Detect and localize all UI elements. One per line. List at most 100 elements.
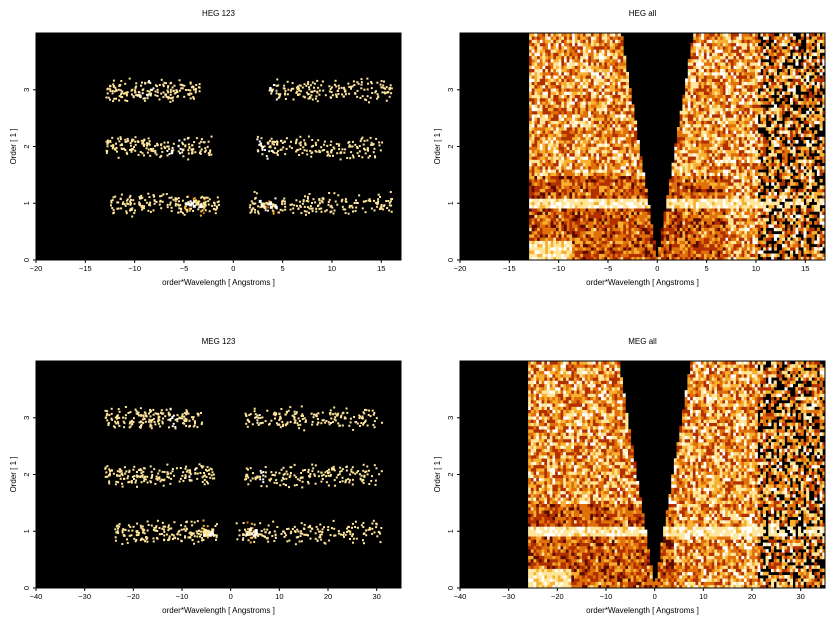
heatmap-cell [722, 224, 726, 228]
heatmap-cell [378, 141, 381, 144]
heatmap-cell [639, 247, 643, 251]
heatmap-cell [537, 201, 541, 206]
heatmap-cell [539, 188, 543, 193]
heatmap-cell [564, 217, 568, 222]
heatmap-cell [757, 201, 761, 206]
heatmap-cell [553, 198, 557, 202]
heatmap-cell [725, 253, 729, 258]
heatmap-cell [776, 136, 780, 141]
heatmap-cell [733, 253, 737, 258]
heatmap-cell [345, 200, 348, 203]
heatmap-cell [747, 253, 751, 258]
heatmap-cell [251, 202, 254, 205]
heatmap-cell [782, 153, 786, 157]
heatmap-cell [720, 156, 724, 160]
heatmap-cell [612, 182, 616, 186]
heatmap-cell [639, 188, 643, 193]
heatmap-cell [308, 211, 310, 214]
heatmap-cell [545, 159, 549, 164]
heatmap-cell [623, 211, 627, 215]
heatmap-cell [316, 79, 319, 82]
heatmap-cell [370, 87, 373, 90]
heatmap-cell [687, 175, 691, 180]
heatmap-cell [553, 253, 557, 258]
heatmap-cell [588, 162, 592, 167]
heatmap-cell [679, 204, 683, 209]
heatmap-cell [547, 172, 551, 176]
heatmap-cell [808, 156, 812, 160]
heatmap-cell [798, 217, 802, 222]
heatmap-cell [545, 195, 549, 199]
heatmap-cell [706, 172, 710, 176]
heatmap-cell [590, 149, 594, 154]
heatmap-cell [671, 201, 675, 206]
heatmap-cell [572, 240, 576, 245]
heatmap-cell [625, 130, 629, 134]
heatmap-cell [167, 97, 170, 100]
heatmap-cell [771, 127, 775, 131]
heatmap-cell [634, 250, 638, 254]
heatmap-cell [685, 211, 689, 215]
heatmap-cell [356, 146, 358, 148]
heatmap-cell [617, 221, 621, 225]
heatmap-cell [596, 250, 600, 254]
heatmap-cell [712, 153, 716, 157]
heatmap-cell [574, 166, 578, 170]
heatmap-cell [177, 197, 180, 200]
heatmap-cell [558, 127, 562, 131]
heatmap-cell [585, 256, 589, 261]
heatmap-cell [361, 136, 364, 139]
heatmap-cell [628, 127, 632, 131]
heatmap-cell [623, 198, 627, 202]
heatmap-cell [765, 143, 769, 147]
heatmap-cell [728, 127, 732, 131]
heatmap-cell [607, 188, 611, 193]
heatmap-cell [284, 208, 287, 211]
heatmap-cell [822, 195, 826, 199]
heatmap-cell [744, 153, 748, 157]
heatmap-cell [107, 140, 110, 143]
heatmap-cell [364, 200, 367, 203]
heatmap-cell [604, 140, 608, 144]
heatmap-cell [752, 247, 756, 251]
heatmap-cell [722, 243, 726, 248]
heatmap-cell [181, 141, 184, 144]
heatmap-cell [747, 162, 751, 167]
heatmap-cell [706, 143, 710, 147]
heatmap-cell [580, 149, 584, 154]
heatmap-cell [744, 243, 748, 248]
heatmap-cell [722, 169, 726, 173]
heatmap-cell [569, 153, 573, 157]
heatmap-cell [297, 87, 300, 90]
heatmap-cell [264, 209, 267, 212]
heatmap-cell [749, 217, 753, 222]
heatmap-cell [733, 136, 737, 141]
heatmap-cell [698, 130, 702, 134]
heatmap-cell [682, 169, 686, 173]
heatmap-cell [752, 133, 756, 138]
heatmap-cell [310, 152, 313, 155]
heatmap-cell [531, 156, 535, 160]
heatmap-cell [292, 207, 295, 210]
heatmap-cell [816, 169, 820, 173]
heatmap-cell [167, 141, 169, 144]
heatmap-cell [124, 82, 127, 85]
heatmap-cell [561, 172, 565, 176]
heatmap-cell [545, 143, 549, 147]
heatmap-cell [757, 182, 761, 186]
heatmap-cell [599, 217, 603, 222]
heatmap-cell [631, 188, 635, 193]
heatmap-cell [682, 146, 686, 151]
heatmap-cell [623, 140, 627, 144]
heatmap-cell [542, 217, 546, 222]
heatmap-cell [577, 217, 581, 222]
heatmap-cell [601, 185, 605, 189]
heatmap-cell [590, 185, 594, 189]
heatmap-cell [553, 149, 557, 154]
heatmap-cell [636, 221, 640, 225]
heatmap-cell [558, 159, 562, 164]
heatmap-cell [698, 169, 702, 173]
heatmap-cell [755, 130, 759, 134]
heatmap-cell [572, 153, 576, 157]
heatmap-cell [580, 214, 584, 219]
